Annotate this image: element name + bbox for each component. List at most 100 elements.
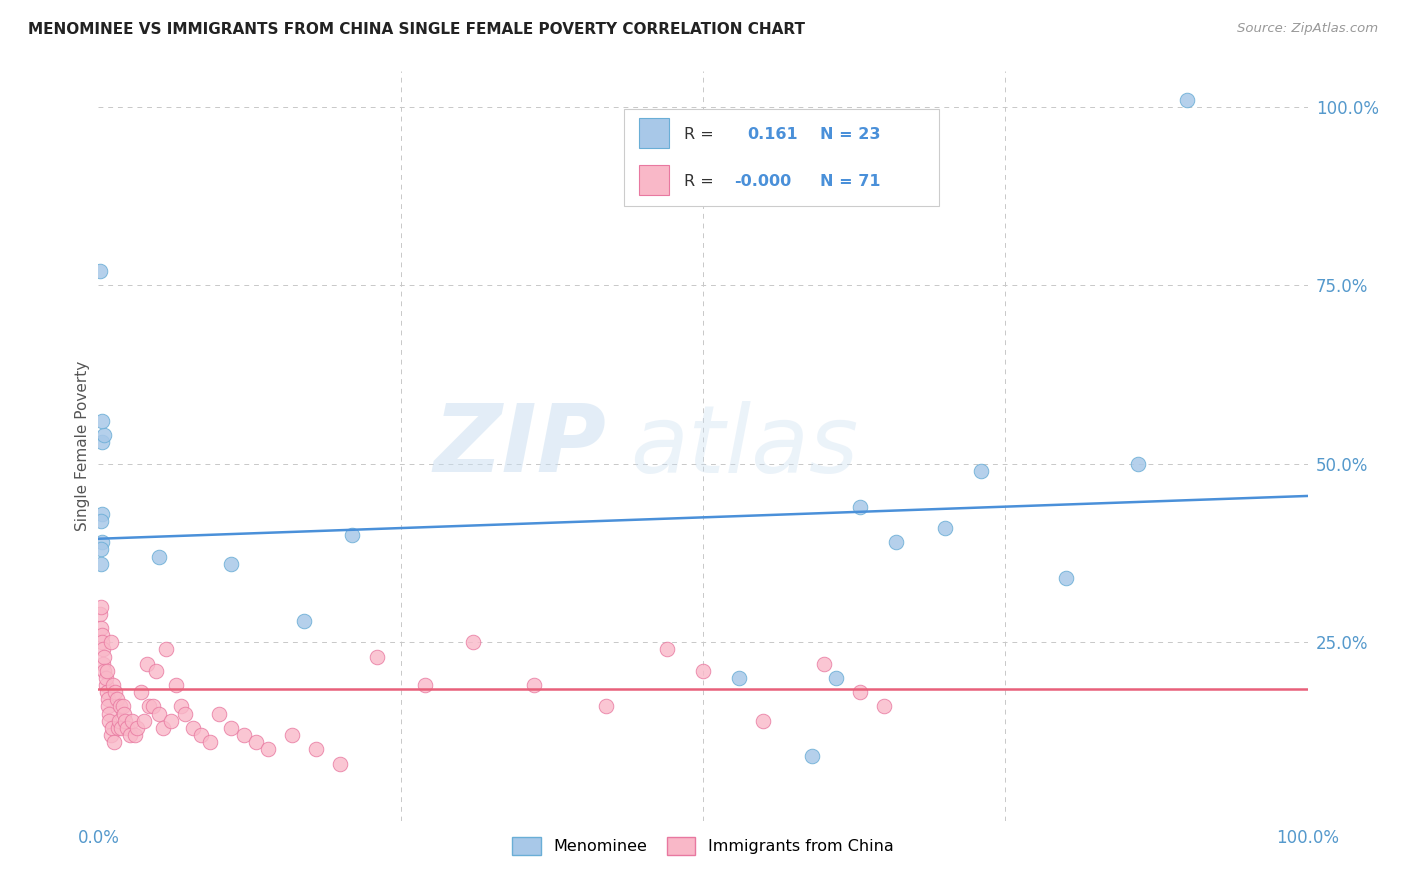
Point: [165, 678, 187, 692]
Point: [93, 664, 115, 678]
Point: [152, 721, 174, 735]
Point: [292, 614, 315, 628]
Point: [97, 692, 120, 706]
Text: N = 71: N = 71: [820, 174, 880, 188]
Point: [104, 685, 127, 699]
Point: [97, 699, 120, 714]
Point: [198, 735, 221, 749]
Point: [93, 428, 115, 442]
Point: [1128, 457, 1150, 471]
Point: [366, 649, 388, 664]
Point: [190, 728, 212, 742]
Point: [208, 706, 231, 721]
Point: [1175, 93, 1198, 107]
Point: [232, 728, 254, 742]
Point: [90, 599, 112, 614]
Point: [100, 721, 122, 735]
Point: [94, 671, 117, 685]
Text: atlas: atlas: [630, 401, 859, 491]
Point: [90, 542, 112, 557]
Point: [692, 664, 714, 678]
Y-axis label: Single Female Poverty: Single Female Poverty: [75, 361, 90, 531]
Point: [91, 535, 114, 549]
Point: [98, 714, 121, 728]
Text: Source: ZipAtlas.com: Source: ZipAtlas.com: [1237, 22, 1378, 36]
Point: [117, 721, 139, 735]
Point: [100, 635, 122, 649]
Point: [127, 721, 149, 735]
Point: [96, 664, 118, 678]
Point: [93, 649, 115, 664]
Point: [873, 699, 896, 714]
Point: [155, 642, 177, 657]
Point: [135, 657, 157, 671]
Point: [813, 657, 835, 671]
Point: [91, 414, 114, 428]
Point: [329, 756, 352, 771]
Text: ZIP: ZIP: [433, 400, 606, 492]
Point: [124, 728, 146, 742]
FancyBboxPatch shape: [638, 118, 669, 148]
Point: [94, 678, 117, 692]
Point: [105, 692, 128, 706]
Point: [96, 685, 118, 699]
Text: -0.000: -0.000: [734, 174, 792, 188]
Point: [752, 714, 775, 728]
Point: [728, 671, 751, 685]
Point: [145, 664, 167, 678]
Point: [91, 635, 114, 649]
Point: [112, 706, 135, 721]
Point: [114, 714, 136, 728]
Point: [970, 464, 993, 478]
Point: [129, 685, 152, 699]
Point: [800, 749, 823, 764]
Point: [90, 557, 112, 571]
Point: [245, 735, 267, 749]
Point: [174, 706, 197, 721]
Point: [256, 742, 278, 756]
Text: R =: R =: [683, 127, 713, 142]
Point: [181, 721, 204, 735]
Point: [91, 507, 114, 521]
Point: [463, 635, 485, 649]
Point: [134, 714, 156, 728]
Point: [90, 514, 112, 528]
Point: [221, 557, 243, 571]
Point: [1054, 571, 1077, 585]
Point: [342, 528, 364, 542]
FancyBboxPatch shape: [638, 164, 669, 194]
Point: [110, 721, 132, 735]
Point: [305, 742, 328, 756]
Point: [107, 721, 129, 735]
Legend: Menominee, Immigrants from China: Menominee, Immigrants from China: [506, 830, 900, 862]
Text: N = 23: N = 23: [820, 127, 880, 142]
Point: [89, 607, 111, 621]
Point: [413, 678, 436, 692]
Point: [825, 671, 848, 685]
Point: [221, 721, 243, 735]
Point: [160, 714, 183, 728]
Point: [89, 264, 111, 278]
Point: [100, 728, 122, 742]
Point: [523, 678, 546, 692]
FancyBboxPatch shape: [624, 109, 939, 206]
Point: [101, 678, 124, 692]
Point: [886, 535, 908, 549]
Point: [655, 642, 678, 657]
Point: [142, 699, 165, 714]
Point: [934, 521, 956, 535]
Point: [111, 699, 134, 714]
Point: [108, 699, 131, 714]
Point: [108, 714, 131, 728]
Point: [121, 714, 143, 728]
Point: [103, 735, 125, 749]
Point: [169, 699, 191, 714]
Point: [849, 685, 872, 699]
Point: [281, 728, 304, 742]
Point: [118, 728, 141, 742]
Text: MENOMINEE VS IMMIGRANTS FROM CHINA SINGLE FEMALE POVERTY CORRELATION CHART: MENOMINEE VS IMMIGRANTS FROM CHINA SINGL…: [28, 22, 806, 37]
Point: [148, 549, 170, 564]
Point: [148, 706, 170, 721]
Text: 0.161: 0.161: [748, 127, 799, 142]
Point: [91, 657, 114, 671]
